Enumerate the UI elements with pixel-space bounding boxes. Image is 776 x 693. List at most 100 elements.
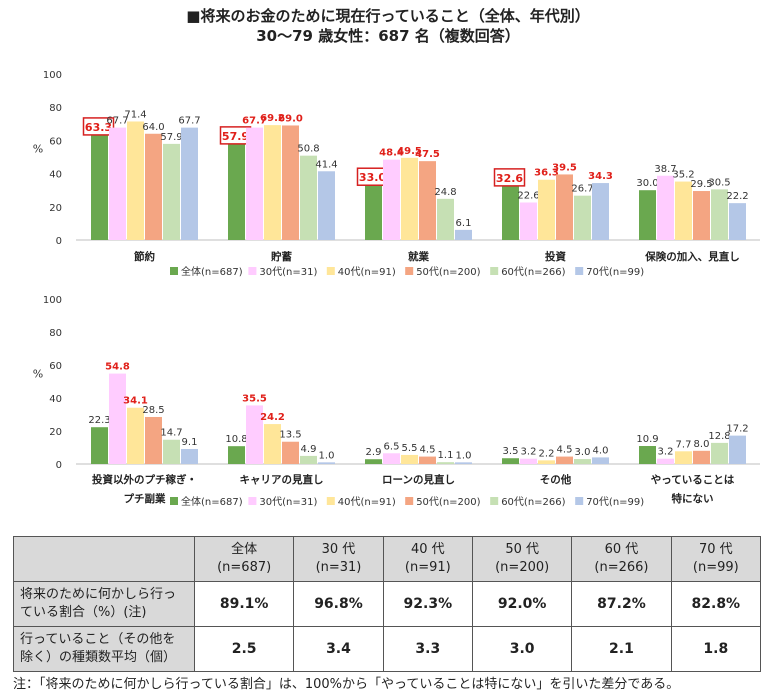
summary-row-label: 行っていること（その他を 除く）の種類数平均（個） <box>13 626 195 672</box>
bar <box>300 155 317 240</box>
legend-swatch <box>248 267 257 275</box>
bar <box>91 427 108 464</box>
data-label: 63.3 <box>85 121 112 134</box>
data-label: 2.9 <box>366 447 382 458</box>
col-name: 70 代 <box>698 542 733 557</box>
legend-label: 30代(n=31) <box>259 266 317 278</box>
col-name: 40 代 <box>410 542 445 557</box>
bar <box>675 181 692 240</box>
category-label: 投資以外のプチ稼ぎ・ <box>92 473 197 486</box>
legend-label: 70代(n=99) <box>586 266 644 278</box>
row-label-line: 行っていること（その他を <box>20 632 176 647</box>
summary-cell: 3.3 <box>382 626 474 672</box>
data-label: 26.7 <box>571 184 593 195</box>
bar <box>318 462 335 464</box>
data-label: 6.1 <box>456 218 472 229</box>
y-axis-label: % <box>33 143 43 156</box>
y-tick-label: 100 <box>43 295 62 306</box>
data-label: 34.3 <box>588 171 613 182</box>
bar <box>163 439 180 464</box>
bar <box>318 171 335 240</box>
y-tick-label: 80 <box>49 328 62 339</box>
data-label: 4.5 <box>420 445 436 456</box>
y-tick-label: 40 <box>49 394 62 405</box>
bar <box>365 185 382 240</box>
chart-title: ■将来のお金のために現在行っていること（全体、年代別） <box>186 7 590 25</box>
category-label: その他 <box>540 473 572 486</box>
bar <box>127 407 144 464</box>
summary-cell: 92.0% <box>472 581 573 627</box>
y-tick-label: 80 <box>49 103 62 114</box>
y-tick-label: 60 <box>49 136 62 147</box>
footnote: 注：「将来のために何かしら行っている割合」は、100%から「やっていることは特に… <box>13 677 680 692</box>
bar <box>383 159 400 240</box>
legend-label: 60代(n=266) <box>501 496 565 508</box>
col-n: (n=266) <box>594 560 649 575</box>
legend-label: 50代(n=200) <box>416 266 480 278</box>
bar <box>91 134 108 240</box>
legend-label: 全体(n=687) <box>181 495 243 508</box>
data-label: 54.8 <box>105 362 130 373</box>
legend-swatch <box>170 497 178 505</box>
legend-swatch <box>575 267 584 275</box>
summary-cell: 96.8% <box>293 581 384 627</box>
summary-col-header: 全体 (n=687) <box>193 536 295 582</box>
data-label: 69.2 <box>260 113 285 124</box>
data-label: 30.5 <box>708 177 730 188</box>
bar <box>419 161 436 240</box>
bar <box>437 462 454 464</box>
bar-chart-top: 020406080100%63.367.771.464.057.967.7節約5… <box>33 70 760 278</box>
summary-col-header: 40 代 (n=91) <box>382 536 474 582</box>
legend-swatch <box>326 267 335 275</box>
chart-subtitle: 30～79 歳女性：687 名（複数回答） <box>256 27 520 45</box>
col-n: (n=99) <box>692 560 739 575</box>
bar <box>592 457 609 464</box>
bar <box>365 459 382 464</box>
summary-cell: 2.5 <box>193 626 295 672</box>
bar <box>657 175 674 240</box>
legend-label: 30代(n=31) <box>259 496 317 508</box>
category-label: 投資 <box>545 250 566 263</box>
bar <box>127 121 144 240</box>
y-tick-label: 40 <box>49 170 62 181</box>
category-label: やっていることは <box>651 474 735 486</box>
summary-cell: 3.4 <box>293 626 384 672</box>
data-label: 4.0 <box>593 445 609 456</box>
row-label-line: ている割合（%）(注) <box>20 605 147 620</box>
data-label: 22.2 <box>726 191 748 202</box>
bar <box>419 456 436 464</box>
data-label: 36.3 <box>534 168 559 179</box>
legend-swatch <box>326 497 335 505</box>
legend-swatch <box>405 497 414 505</box>
legend-label: 60代(n=266) <box>501 266 565 278</box>
bar <box>592 183 609 240</box>
legend-swatch <box>575 497 584 505</box>
data-label: 71.4 <box>124 109 146 120</box>
data-label: 32.6 <box>496 172 523 185</box>
category-label: 節約 <box>133 250 155 263</box>
data-label: 67.7 <box>106 116 128 127</box>
summary-cell: 3.0 <box>472 626 573 672</box>
data-label: 7.7 <box>676 439 692 450</box>
col-name: 60 代 <box>604 542 639 557</box>
data-label: 6.5 <box>384 441 400 452</box>
summary-cell: 92.3% <box>382 581 474 627</box>
bar <box>401 454 418 464</box>
data-label: 34.1 <box>123 396 148 407</box>
data-label: 3.5 <box>503 446 519 457</box>
bar <box>693 450 710 464</box>
data-label: 1.0 <box>319 450 335 461</box>
bar <box>574 195 591 240</box>
data-label: 33.0 <box>359 171 386 184</box>
summary-col-header: 50 代 (n=200) <box>472 536 573 582</box>
category-label: 特にない <box>672 492 714 505</box>
bar <box>693 191 710 240</box>
legend-swatch <box>405 267 414 275</box>
bar <box>675 451 692 464</box>
data-label: 4.5 <box>557 445 573 456</box>
bar <box>538 460 555 464</box>
category-label: プチ副業 <box>124 492 166 505</box>
data-label: 67.7 <box>242 116 267 127</box>
bar <box>639 446 656 464</box>
data-label: 39.5 <box>552 162 577 173</box>
